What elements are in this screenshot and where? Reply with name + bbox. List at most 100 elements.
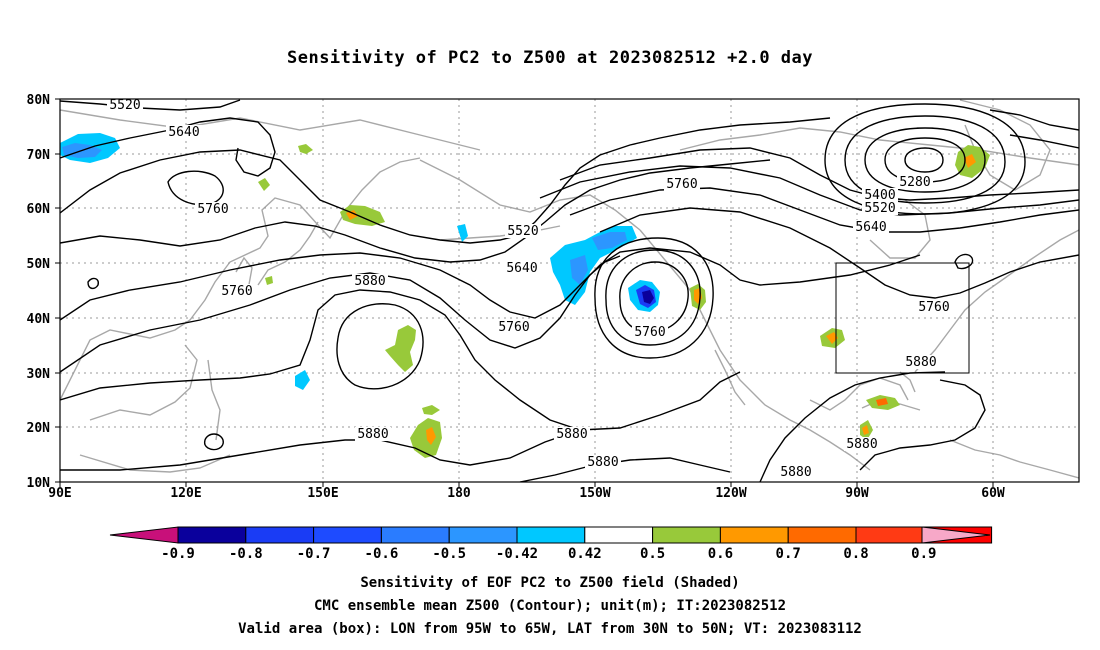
colorbar-tick-label: -0.5 [432, 546, 466, 562]
colorbar-tick-label: 0.9 [911, 546, 936, 562]
contour-5520-east [539, 165, 1079, 216]
colorbar-tick-label: 0.5 [640, 546, 665, 562]
coastline-japan [257, 221, 319, 286]
coastline-gulf-mexico [809, 377, 909, 411]
lon-label-150e: 150E [307, 486, 338, 501]
coastline-south-america [949, 439, 1079, 479]
coastline-philippines [207, 359, 221, 441]
caption-valid-area: Valid area (box): LON from 95W to 65W, L… [238, 621, 862, 637]
contour-arctic-low-1 [904, 147, 944, 173]
contour-label: 5760 [498, 320, 529, 335]
colorbar-tick-label: -0.42 [496, 546, 538, 562]
coastline-na-west [639, 229, 871, 471]
contour-label-background [496, 320, 532, 334]
contour-label: 5760 [666, 177, 697, 192]
colorbar-tick-label: -0.8 [229, 546, 263, 562]
shade-green-pacific-south [410, 418, 442, 458]
contour-5640-arctic-2 [1009, 134, 1079, 149]
lat-label-10n: 10N [27, 476, 51, 491]
shade-green-kamchatka [340, 205, 385, 226]
map-plot: 5520 5640 5760 5760 5880 5520 5640 5760 5760 5760… [60, 99, 1079, 482]
coastline-alaska [419, 159, 641, 231]
lat-label-30n: 30N [27, 367, 51, 382]
latitude-labels: 80N 70N 60N 50N 40N 30N 20N 10N [27, 93, 51, 491]
shade-green-siberia-small [258, 178, 270, 191]
contour-5880-small-loop [203, 433, 224, 451]
colorbar-tick-label: -0.7 [297, 546, 331, 562]
shade-orange-kamchatka [346, 210, 358, 220]
contour-low-2 [605, 249, 701, 346]
colorbar-box [652, 526, 721, 544]
contour-label-background [504, 261, 540, 275]
lat-label-60n: 60N [27, 202, 51, 217]
contour-5640-west [60, 117, 276, 177]
shade-cyan-aleutian [457, 224, 468, 242]
contour-label-background [585, 455, 621, 469]
contour-label: 5640 [855, 220, 886, 235]
contour-label-background [195, 202, 231, 216]
valid-area-box [835, 262, 970, 374]
longitude-labels: 90E 120E 150E 180 150W 120W 90W 60W [48, 486, 1005, 501]
contour-5760-west-b [60, 159, 771, 263]
lon-label-180: 180 [447, 486, 471, 501]
contour-label: 5760 [197, 202, 228, 217]
contour-5880-south-2 [519, 457, 731, 482]
contour-5760-loop-west [167, 170, 224, 206]
shade-green-pacific-tiny [422, 405, 440, 415]
contour-label-background [632, 325, 668, 339]
colorbar-tick-label: -0.6 [365, 546, 399, 562]
contour-label: 5400 [864, 188, 895, 203]
shade-green-arctic-small [298, 144, 313, 154]
lon-label-120w: 120W [715, 486, 746, 501]
page-title: Sensitivity of PC2 to Z500 at 2023082512… [286, 48, 813, 68]
contour-label: 5760 [221, 284, 252, 299]
contour-5400-east [559, 147, 1079, 201]
contour-label-background [844, 437, 880, 451]
contour-label: 5760 [918, 300, 949, 315]
colorbar-box [177, 526, 247, 544]
lon-label-150w: 150W [579, 486, 610, 501]
contour-label-background [853, 220, 889, 234]
contour-label: 5880 [905, 355, 936, 370]
shade-orange-greenland [964, 154, 976, 168]
colorbar-box [719, 526, 789, 544]
shade-orange-caribbean [876, 398, 888, 406]
contour-5880-east [759, 371, 946, 482]
contour-label-background [355, 427, 391, 441]
contour-5760-west-a [60, 117, 831, 244]
colorbar-box [584, 526, 654, 544]
contour-label-background [778, 465, 814, 479]
lon-label-120e: 120E [170, 486, 201, 501]
contour-5640-arctic [989, 109, 1079, 131]
lat-label-50n: 50N [27, 257, 51, 272]
colorbar-box [380, 526, 450, 544]
coastline-asia-east [60, 157, 421, 401]
contour-label: 5760 [634, 325, 665, 340]
contour-label: 5520 [864, 201, 895, 216]
contour-5760-mid [60, 247, 921, 321]
colorbar-box [313, 526, 382, 544]
shade-orange-gulf-coast [826, 332, 838, 344]
contour-label-background [862, 201, 898, 215]
colorbar-box [516, 526, 586, 544]
contour-label: 5280 [899, 175, 930, 190]
contour-5760-south-mid [60, 255, 621, 373]
coastline-na-east [914, 229, 1079, 373]
coastline-baja [714, 349, 746, 406]
caption-contour: CMC ensemble mean Z500 (Contour); unit(m… [313, 598, 786, 614]
contour-labels: 5520 5640 5760 5760 5880 5520 5640 5760 5760 5760… [107, 99, 952, 480]
colorbar-high-triangle [921, 526, 991, 544]
colorbar-low-triangle [109, 526, 179, 544]
contour-label-background [166, 125, 202, 139]
shade-blue-alaska-gulf-2 [570, 255, 588, 285]
lat-label-20n: 20N [27, 421, 51, 436]
contour-5880-loop-pacific [336, 303, 424, 390]
contour-label: 5880 [587, 455, 618, 470]
contour-label: 5880 [357, 427, 388, 442]
caption-shading: Sensitivity of EOF PC2 to Z500 field (Sh… [360, 575, 740, 591]
contour-5760-east-small [954, 253, 974, 270]
contour-label-background [107, 99, 143, 112]
contour-label-background [916, 300, 952, 314]
contour-label-background [505, 224, 541, 238]
